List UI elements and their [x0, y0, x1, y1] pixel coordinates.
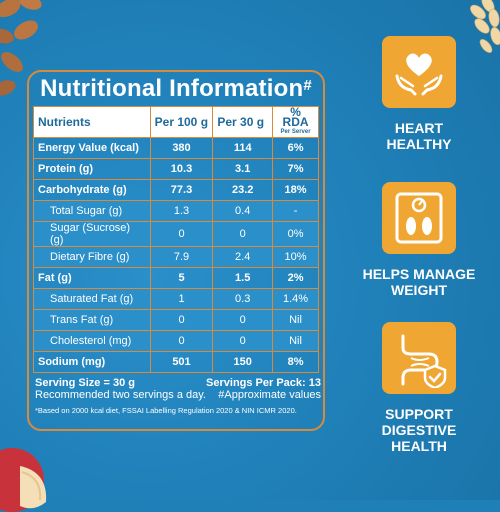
header-rda: % RDA Per Server [272, 105, 319, 138]
table-row: Trans Fat (g) 0 0 Nil [33, 309, 319, 331]
nutrient-name: Dietary Fibre (g) [33, 246, 151, 268]
nutrient-name: Sugar (Sucrose) (g) [33, 221, 151, 247]
nutrient-name: Saturated Fat (g) [33, 288, 151, 310]
nutrient-name: Energy Value (kcal) [33, 137, 151, 159]
nutrient-name: Cholesterol (mg) [33, 330, 151, 352]
value-per100: 7.9 [149, 246, 214, 268]
table-row: Sodium (mg) 501 150 8% [33, 351, 319, 373]
apple-decoration [0, 448, 47, 512]
nutrient-name: Carbohydrate (g) [33, 179, 151, 201]
value-per30: 23.2 [212, 179, 274, 201]
value-rda: Nil [272, 309, 319, 331]
nutrient-name: Protein (g) [33, 158, 151, 180]
nutrition-table: Nutrients Per 100 g Per 30 g % RDA Per Se… [33, 106, 319, 373]
value-per100: 77.3 [149, 179, 214, 201]
value-per30: 0.4 [212, 200, 274, 222]
digestive-shield-icon [401, 334, 447, 388]
feature-weight: HELPS MANAGE WEIGHT [354, 182, 484, 298]
value-rda: Nil [272, 330, 319, 352]
table-header-row: Nutrients Per 100 g Per 30 g % RDA Per Se… [33, 105, 319, 138]
value-rda: 0% [272, 221, 319, 247]
serving-size: Serving Size = 30 g [35, 377, 135, 389]
feature-label: HELPS MANAGE WEIGHT [362, 266, 476, 298]
value-per100: 0 [149, 221, 214, 247]
value-rda: 7% [272, 158, 319, 180]
table-row: Saturated Fat (g) 1 0.3 1.4% [33, 288, 319, 310]
panel-title-text: Nutritional Information [40, 75, 304, 102]
title-footnote-mark: # [303, 77, 312, 94]
recommendation-note: Recommended two servings a day. [35, 389, 206, 401]
value-rda: 8% [272, 351, 319, 373]
header-per30: Per 30 g [212, 106, 274, 138]
nutrient-name: Trans Fat (g) [33, 309, 151, 331]
almonds-decoration [0, 0, 42, 96]
table-row: Fat (g) 5 1.5 2% [33, 267, 319, 289]
feature-heart-healthy: HEART HEALTHY [354, 36, 484, 152]
heart-hands-icon [395, 53, 443, 96]
nutrition-panel: Nutritional Information# Nutrients Per 1… [27, 70, 325, 431]
approximate-note: #Approximate values [218, 389, 321, 401]
feature-label: HEART HEALTHY [386, 120, 452, 152]
value-per100: 380 [149, 137, 214, 159]
value-per100: 1 [149, 288, 214, 310]
value-per30: 0 [212, 221, 274, 247]
value-per30: 0 [212, 309, 274, 331]
panel-title: Nutritional Information# [29, 75, 323, 103]
feature-label: SUPPORT DIGESTIVE HEALTH [381, 406, 457, 454]
value-rda: - [272, 200, 319, 222]
value-rda: 10% [272, 246, 319, 268]
value-rda: 1.4% [272, 288, 319, 310]
value-per30: 2.4 [212, 246, 274, 268]
value-per100: 0 [149, 309, 214, 331]
feature-digestive: SUPPORT DIGESTIVE HEALTH [354, 322, 484, 454]
table-row: Protein (g) 10.3 3.1 7% [33, 158, 319, 180]
feature-icon-tile [382, 36, 456, 108]
value-per100: 5 [149, 267, 214, 289]
value-per30: 1.5 [212, 267, 274, 289]
table-row: Sugar (Sucrose) (g) 0 0 0% [33, 221, 319, 247]
nutrient-name: Total Sugar (g) [33, 200, 151, 222]
table-row: Carbohydrate (g) 77.3 23.2 18% [33, 179, 319, 201]
value-per30: 150 [212, 351, 274, 373]
value-rda: 18% [272, 179, 319, 201]
table-row: Cholesterol (mg) 0 0 Nil [33, 330, 319, 352]
value-per30: 0.3 [212, 288, 274, 310]
table-row: Total Sugar (g) 1.3 0.4 - [33, 200, 319, 222]
header-rda-sub: Per Server [280, 129, 311, 135]
value-per30: 0 [212, 330, 274, 352]
feature-icon-tile [382, 322, 456, 394]
value-rda: 6% [272, 137, 319, 159]
nutrient-name: Fat (g) [33, 267, 151, 289]
value-per100: 501 [149, 351, 214, 373]
value-per100: 10.3 [149, 158, 214, 180]
servings-per-pack: Servings Per Pack: 13 [206, 377, 321, 389]
value-per30: 3.1 [212, 158, 274, 180]
header-nutrients: Nutrients [33, 106, 151, 138]
footnote-text: *Based on 2000 kcal diet, FSSAI Labellin… [35, 406, 297, 415]
header-rda-label: % RDA [282, 105, 309, 129]
header-per100: Per 100 g [149, 106, 214, 138]
value-per30: 114 [212, 137, 274, 159]
value-rda: 2% [272, 267, 319, 289]
feature-icon-tile [382, 182, 456, 254]
weighing-scale-icon [395, 192, 443, 244]
table-row: Energy Value (kcal) 380 114 6% [33, 137, 319, 159]
value-per100: 1.3 [149, 200, 214, 222]
nutrient-name: Sodium (mg) [33, 351, 151, 373]
wheat-decoration [470, 0, 500, 53]
value-per100: 0 [149, 330, 214, 352]
table-row: Dietary Fibre (g) 7.9 2.4 10% [33, 246, 319, 268]
